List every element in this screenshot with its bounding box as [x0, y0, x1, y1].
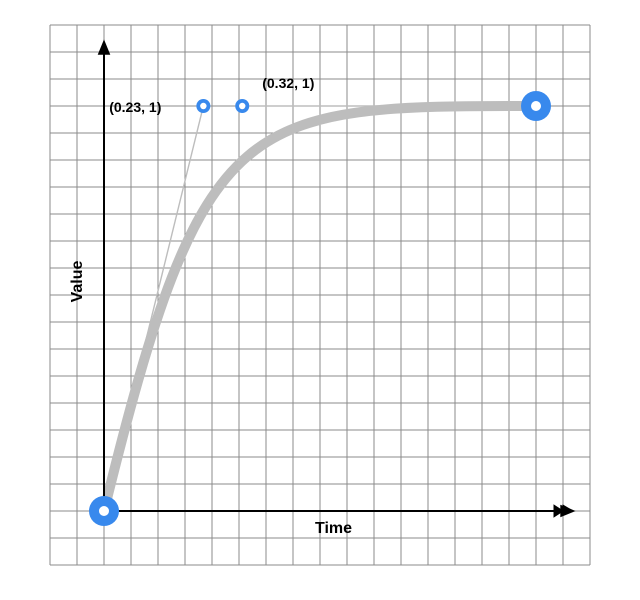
- easing-curve-diagram: Time Value (0.23, 1) (0.32, 1): [0, 0, 640, 600]
- y-axis-label: Value: [69, 261, 86, 303]
- p2-coord-label: (0.32, 1): [262, 75, 314, 91]
- control-handle-p1[interactable]: [196, 99, 210, 113]
- control-handle-p2[interactable]: [235, 99, 249, 113]
- p1-coord-label: (0.23, 1): [109, 99, 161, 115]
- end-anchor[interactable]: [521, 91, 551, 121]
- start-anchor[interactable]: [89, 496, 119, 526]
- chart-svg: Time Value (0.23, 1) (0.32, 1): [0, 0, 640, 600]
- x-axis-label: Time: [315, 520, 352, 537]
